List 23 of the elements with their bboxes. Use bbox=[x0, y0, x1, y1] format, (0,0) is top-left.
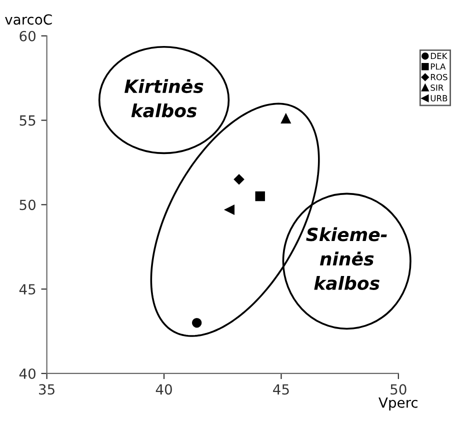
y-axis-title: varcoC bbox=[5, 14, 52, 25]
point bbox=[281, 114, 291, 124]
legend-label: PLA bbox=[430, 63, 446, 70]
legend-label: SIR bbox=[430, 84, 444, 91]
y-tick-label: 50 bbox=[20, 200, 36, 210]
point bbox=[192, 318, 202, 328]
x-tick-label: 45 bbox=[273, 384, 289, 395]
x-tick-label: 40 bbox=[156, 384, 172, 395]
x-tick-label: 35 bbox=[39, 384, 54, 395]
legend-label: URB bbox=[430, 95, 448, 102]
legend-label: DEK bbox=[430, 52, 448, 59]
point bbox=[255, 191, 265, 202]
annotation: Kirtinės kalbos bbox=[124, 79, 204, 118]
y-tick-label: 60 bbox=[20, 30, 36, 42]
y-tick-label: 40 bbox=[19, 368, 36, 379]
x-tick-label: 50 bbox=[390, 384, 406, 395]
y-tick-label: 45 bbox=[19, 284, 36, 295]
legend-label: ROS bbox=[430, 74, 448, 80]
y-tick-label: 55 bbox=[20, 115, 36, 126]
point bbox=[234, 174, 244, 184]
annotation: Skieme- ninės kalbos bbox=[306, 227, 387, 290]
x-axis-title: Vperc bbox=[378, 398, 418, 411]
point bbox=[224, 204, 235, 215]
